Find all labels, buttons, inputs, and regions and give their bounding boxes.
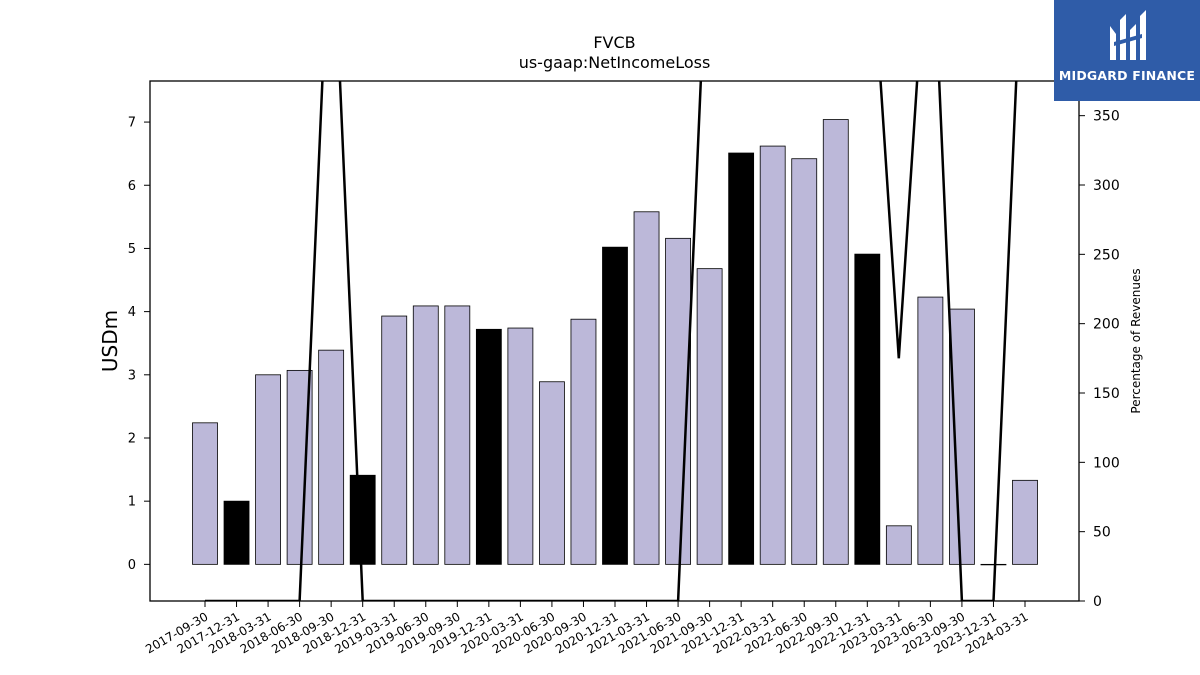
bar-2020-06-30 bbox=[539, 381, 565, 565]
bar-2019-09-30 bbox=[444, 305, 471, 565]
bar-2021-09-30 bbox=[696, 268, 723, 565]
bar-2020-03-31 bbox=[507, 327, 534, 565]
y-tick-label: 5 bbox=[128, 242, 136, 257]
bar-2022-09-30 bbox=[822, 119, 849, 565]
bars-group bbox=[192, 119, 1038, 566]
y2-tick-label: 100 bbox=[1093, 455, 1120, 471]
line-group bbox=[205, 81, 1018, 601]
bar-2018-03-31 bbox=[255, 374, 281, 565]
bar-2022-12-31 bbox=[854, 253, 881, 565]
y-tick-label: 6 bbox=[128, 179, 136, 194]
y2-axis-label: Percentage of Revenues bbox=[1129, 268, 1143, 413]
y-tick-label: 7 bbox=[128, 116, 136, 131]
y2-tick-label: 0 bbox=[1093, 594, 1102, 610]
y-tick-label: 3 bbox=[128, 368, 136, 383]
logo-mark-icon bbox=[1110, 10, 1146, 60]
bar-2021-06-30 bbox=[665, 237, 691, 565]
bar-2017-12-31 bbox=[223, 500, 250, 565]
chart-title: FVCB bbox=[593, 33, 635, 52]
line-percentage-of-revenues bbox=[205, 81, 1018, 601]
bar-2020-12-31 bbox=[602, 246, 628, 565]
y2-tick-label: 300 bbox=[1093, 178, 1120, 194]
y-tick-label: 4 bbox=[128, 305, 136, 320]
y-tick-label: 1 bbox=[128, 495, 136, 510]
bar-2023-03-31 bbox=[885, 525, 912, 565]
bar-2019-06-30 bbox=[412, 305, 439, 565]
x-axis: 2017-09-302017-12-312018-03-312018-06-30… bbox=[143, 601, 1031, 656]
bar-2018-12-31 bbox=[349, 474, 376, 565]
bar-2023-12-31 bbox=[980, 563, 1007, 566]
bar-2020-09-30 bbox=[570, 318, 597, 565]
y-axis-label: USDm bbox=[98, 310, 122, 372]
y-tick-label: 2 bbox=[128, 431, 136, 446]
bar-2017-09-30 bbox=[192, 422, 218, 565]
bar-2018-09-30 bbox=[318, 349, 345, 565]
bar-2022-06-30 bbox=[791, 158, 818, 565]
bar-2021-03-31 bbox=[633, 211, 660, 565]
y2-tick-label: 250 bbox=[1093, 247, 1120, 263]
chart-subtitle: us-gaap:NetIncomeLoss bbox=[519, 53, 711, 72]
y-axis-right: 0 50 100 150 200 250 300 350 bbox=[1079, 109, 1120, 610]
logo-text: MIDGARD FINANCE bbox=[1058, 68, 1196, 83]
y2-tick-label: 200 bbox=[1093, 317, 1120, 333]
bar-2023-09-30 bbox=[949, 308, 975, 565]
bar-2019-03-31 bbox=[381, 315, 408, 565]
y-tick-label: 0 bbox=[128, 558, 136, 573]
bar-2023-06-30 bbox=[917, 296, 944, 565]
bar-2022-03-31 bbox=[759, 145, 786, 565]
bar-2024-03-31 bbox=[1012, 479, 1038, 565]
brand-logo: MIDGARD FINANCE bbox=[1054, 0, 1200, 101]
bar-2021-12-31 bbox=[728, 152, 755, 565]
y2-tick-label: 50 bbox=[1093, 525, 1111, 541]
bar-2019-12-31 bbox=[475, 328, 502, 565]
y-axis-left: 0 1 2 3 4 5 6 7 bbox=[128, 116, 150, 573]
y2-tick-label: 150 bbox=[1093, 386, 1120, 402]
y2-tick-label: 350 bbox=[1093, 109, 1120, 125]
